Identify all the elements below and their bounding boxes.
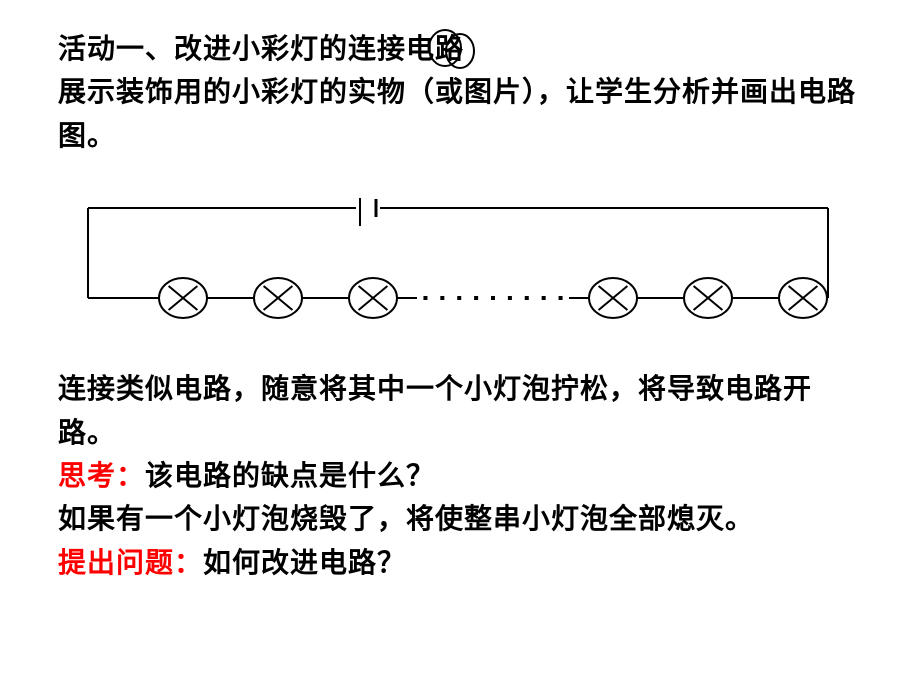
- question-text: 如何改进电路？: [203, 548, 406, 579]
- think-text: 该电路的缺点是什么？: [145, 461, 435, 492]
- body-line3: 如果有一个小灯泡烧毁了，将使整串小灯泡全部熄灭。: [58, 504, 754, 535]
- body-line1: 连接类似电路，随意将其中一个小灯泡拧松，将导致电路开路。: [58, 374, 812, 448]
- doodle-scribble: [425, 26, 480, 71]
- question-label: 提出问题：: [58, 548, 203, 579]
- intro-block: 活动一、改进小彩灯的连接电路 展示装饰用的小彩灯的实物（或图片），让学生分析并画…: [58, 28, 862, 158]
- body-block: 连接类似电路，随意将其中一个小灯泡拧松，将导致电路开路。 思考：该电路的缺点是什…: [58, 368, 862, 585]
- intro-line1: 活动一、改进小彩灯的连接电路: [58, 34, 464, 65]
- intro-line2: 展示装饰用的小彩灯的实物（或图片），让学生分析并画出电路图。: [58, 77, 856, 151]
- circuit-diagram: [78, 198, 842, 333]
- think-label: 思考：: [58, 461, 145, 492]
